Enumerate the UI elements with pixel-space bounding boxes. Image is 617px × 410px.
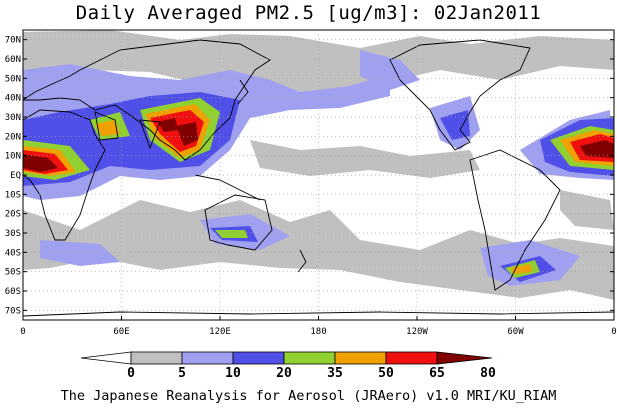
colorbar-label: 50 — [378, 366, 394, 381]
pm25-field — [23, 30, 614, 320]
lat-tick-label: 30N — [5, 113, 21, 123]
colorbar-segment — [385, 351, 438, 365]
colorbar-segment — [181, 351, 234, 365]
lat-tick-label: 10N — [5, 152, 21, 162]
lon-tick-label: 180 — [310, 327, 326, 337]
colorbar-arrow-high — [436, 351, 493, 365]
colorbar-segment — [130, 351, 183, 365]
colorbar-arrow-low — [80, 351, 132, 365]
colorbar-segment — [334, 351, 387, 365]
map-title: Daily Averaged PM2.5 [ug/m3]: 02Jan2011 — [75, 2, 542, 24]
lat-tick-label: EQ — [10, 171, 21, 181]
pm25-band-80-plus — [23, 118, 614, 172]
colorbar-label: 10 — [225, 366, 241, 381]
colorbar-segment — [232, 351, 285, 365]
lat-tick-label: 50S — [5, 268, 21, 278]
colorbar-label: 0 — [127, 366, 135, 381]
lat-tick-label: 30S — [5, 229, 21, 239]
lon-tick-label: 0 — [611, 327, 616, 337]
lat-tick-label: 50N — [5, 74, 21, 84]
lon-tick-label: 60W — [507, 327, 524, 337]
colorbar-label: 35 — [327, 366, 343, 381]
lon-tick-label: 0 — [20, 327, 25, 337]
coastlines — [23, 39, 614, 317]
lat-tick-label: 10S — [5, 190, 21, 200]
colorbar-label: 65 — [429, 366, 445, 381]
graticule — [23, 30, 614, 320]
lat-tick-label: 20S — [5, 210, 21, 220]
lat-tick-label: 60N — [5, 55, 21, 65]
footer-credit: The Japanese Reanalysis for Aerosol (JRA… — [60, 388, 557, 404]
colorbar-segment — [283, 351, 336, 365]
lat-tick-label: 40N — [5, 94, 21, 104]
lon-tick-label: 120E — [209, 327, 231, 337]
colorbar-label: 5 — [178, 366, 186, 381]
colorbar-label: 20 — [276, 366, 292, 381]
lon-tick-label: 60E — [113, 327, 129, 337]
colorbar-label: 80 — [480, 366, 496, 381]
lat-tick-label: 70S — [5, 306, 21, 316]
lat-tick-label: 70N — [5, 36, 21, 46]
lat-tick-label: 60S — [5, 287, 21, 297]
latitude-axis: 70N 60N 50N 40N 30N 20N 10N EQ 10S 20S 30S 40S 50S 60… — [5, 36, 614, 316]
lat-tick-label: 40S — [5, 248, 21, 258]
longitude-axis: 0 60E 120E 180 120W 60W 0 — [20, 316, 617, 337]
lon-tick-label: 120W — [406, 327, 428, 337]
lat-tick-label: 20N — [5, 132, 21, 142]
colorbar: 0 5 10 20 35 50 65 80 — [80, 351, 496, 381]
